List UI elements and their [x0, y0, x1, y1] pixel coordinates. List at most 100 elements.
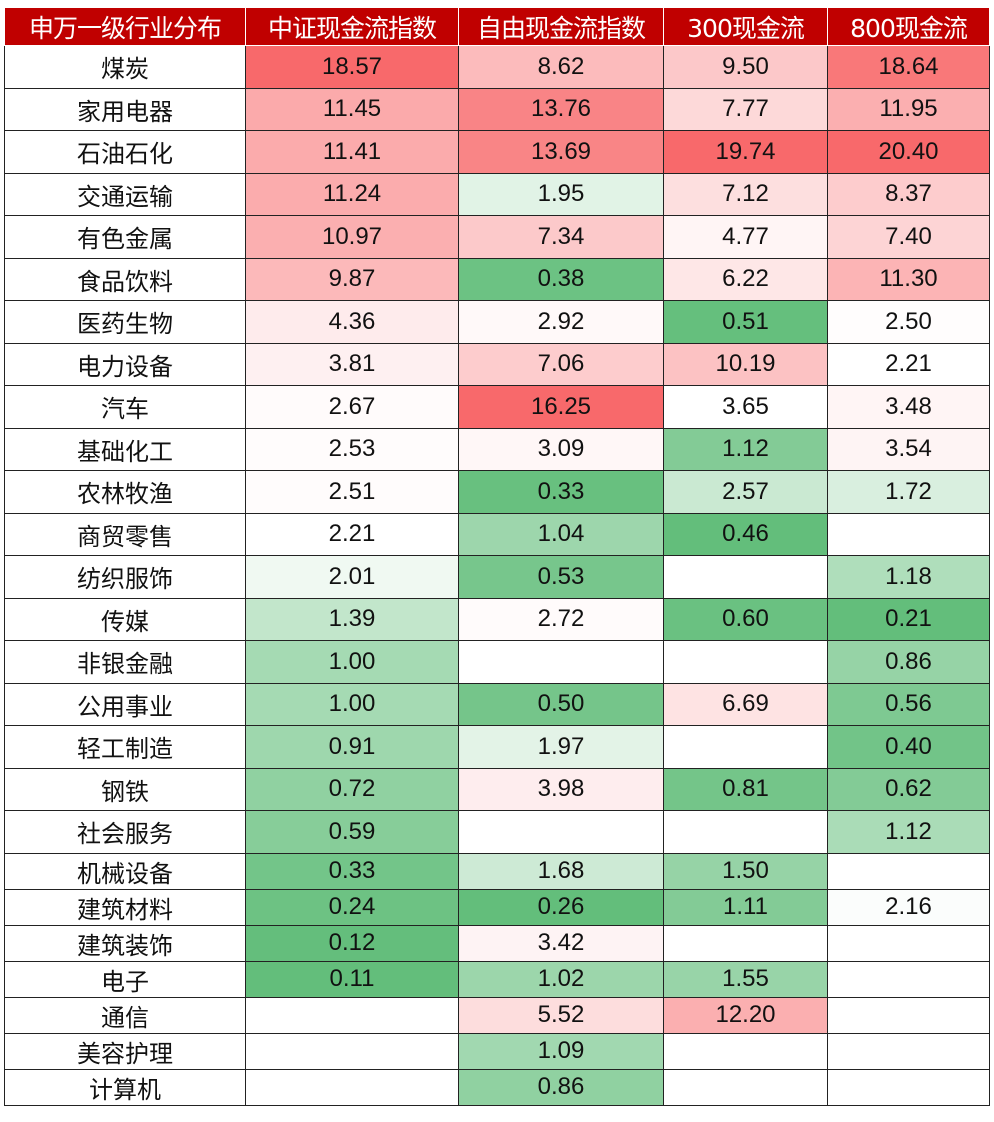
value-cell [663, 1068, 828, 1106]
table-row: 医药生物 4.36 2.92 0.51 2.50 [4, 300, 990, 344]
value-cell: 1.00 [245, 682, 459, 726]
industry-name-cell: 机械设备 [4, 852, 246, 890]
value-cell: 0.86 [827, 640, 990, 684]
industry-name-cell: 非银金融 [4, 640, 246, 684]
value-cell: 0.40 [827, 725, 990, 769]
industry-name-cell: 汽车 [4, 385, 246, 429]
industry-name-cell: 钢铁 [4, 767, 246, 811]
industry-name-cell: 建筑装饰 [4, 924, 246, 962]
table-row: 机械设备 0.33 1.68 1.50 [4, 852, 990, 890]
value-cell: 1.18 [827, 555, 990, 599]
value-cell: 0.72 [245, 767, 459, 811]
value-cell: 0.53 [458, 555, 664, 599]
table-row: 基础化工 2.53 3.09 1.12 3.54 [4, 427, 990, 471]
industry-name-cell: 纺织服饰 [4, 555, 246, 599]
value-cell [827, 960, 990, 998]
column-header: 800现金流 [827, 7, 990, 46]
value-cell: 2.72 [458, 597, 664, 641]
value-cell: 20.40 [827, 130, 990, 174]
value-cell: 0.60 [663, 597, 828, 641]
industry-name-cell: 传媒 [4, 597, 246, 641]
industry-name-cell: 煤炭 [4, 45, 246, 89]
table-row: 非银金融 1.00 0.86 [4, 640, 990, 684]
value-cell: 1.04 [458, 512, 664, 556]
value-cell: 1.50 [663, 852, 828, 890]
value-cell: 8.37 [827, 172, 990, 216]
table-row: 食品饮料 9.87 0.38 6.22 11.30 [4, 257, 990, 301]
value-cell: 3.65 [663, 385, 828, 429]
value-cell [827, 996, 990, 1034]
value-cell: 2.16 [827, 888, 990, 926]
value-cell [827, 512, 990, 556]
value-cell [458, 810, 664, 854]
table-row: 建筑材料 0.24 0.26 1.11 2.16 [4, 888, 990, 926]
industry-name-cell: 家用电器 [4, 87, 246, 131]
value-cell [245, 1068, 459, 1106]
industry-name-cell: 石油石化 [4, 130, 246, 174]
table-row: 家用电器 11.45 13.76 7.77 11.95 [4, 87, 990, 131]
value-cell: 7.77 [663, 87, 828, 131]
value-cell [663, 924, 828, 962]
table-row: 纺织服饰 2.01 0.53 1.18 [4, 555, 990, 599]
industry-name-cell: 农林牧渔 [4, 470, 246, 514]
value-cell: 0.21 [827, 597, 990, 641]
column-header: 申万一级行业分布 [4, 7, 246, 46]
value-cell: 2.57 [663, 470, 828, 514]
value-cell: 0.38 [458, 257, 664, 301]
value-cell: 0.33 [458, 470, 664, 514]
value-cell: 16.25 [458, 385, 664, 429]
value-cell: 0.56 [827, 682, 990, 726]
value-cell [663, 640, 828, 684]
industry-name-cell: 计算机 [4, 1068, 246, 1106]
value-cell [458, 640, 664, 684]
value-cell [663, 1032, 828, 1070]
value-cell: 7.34 [458, 215, 664, 259]
value-cell: 0.81 [663, 767, 828, 811]
industry-name-cell: 商贸零售 [4, 512, 246, 556]
value-cell: 7.12 [663, 172, 828, 216]
value-cell: 7.06 [458, 342, 664, 386]
table-row: 汽车 2.67 16.25 3.65 3.48 [4, 385, 990, 429]
value-cell: 3.81 [245, 342, 459, 386]
value-cell: 19.74 [663, 130, 828, 174]
value-cell: 2.50 [827, 300, 990, 344]
industry-name-cell: 通信 [4, 996, 246, 1034]
value-cell: 6.22 [663, 257, 828, 301]
value-cell: 1.00 [245, 640, 459, 684]
value-cell [827, 1068, 990, 1106]
value-cell [827, 924, 990, 962]
table-row: 美容护理 1.09 [4, 1032, 990, 1070]
value-cell: 3.54 [827, 427, 990, 471]
value-cell: 0.33 [245, 852, 459, 890]
value-cell: 0.24 [245, 888, 459, 926]
table-row: 建筑装饰 0.12 3.42 [4, 924, 990, 962]
table-row: 轻工制造 0.91 1.97 0.40 [4, 725, 990, 769]
value-cell [827, 1032, 990, 1070]
industry-name-cell: 美容护理 [4, 1032, 246, 1070]
value-cell: 13.76 [458, 87, 664, 131]
table-row: 传媒 1.39 2.72 0.60 0.21 [4, 597, 990, 641]
industry-name-cell: 食品饮料 [4, 257, 246, 301]
value-cell: 4.77 [663, 215, 828, 259]
value-cell: 1.39 [245, 597, 459, 641]
value-cell: 2.67 [245, 385, 459, 429]
value-cell: 2.51 [245, 470, 459, 514]
value-cell: 1.11 [663, 888, 828, 926]
value-cell: 0.12 [245, 924, 459, 962]
value-cell: 2.21 [827, 342, 990, 386]
value-cell: 2.53 [245, 427, 459, 471]
industry-heatmap-table: 申万一级行业分布 中证现金流指数 自由现金流指数 300现金流 800现金流 煤炭 18.… [4, 7, 990, 1106]
value-cell: 3.09 [458, 427, 664, 471]
header-row: 申万一级行业分布 中证现金流指数 自由现金流指数 300现金流 800现金流 [4, 7, 990, 46]
value-cell: 9.50 [663, 45, 828, 89]
value-cell: 2.01 [245, 555, 459, 599]
value-cell: 5.52 [458, 996, 664, 1034]
table-row: 社会服务 0.59 1.12 [4, 810, 990, 854]
value-cell: 7.40 [827, 215, 990, 259]
value-cell: 1.55 [663, 960, 828, 998]
industry-name-cell: 建筑材料 [4, 888, 246, 926]
value-cell: 1.12 [827, 810, 990, 854]
industry-name-cell: 轻工制造 [4, 725, 246, 769]
value-cell: 2.21 [245, 512, 459, 556]
value-cell: 11.24 [245, 172, 459, 216]
